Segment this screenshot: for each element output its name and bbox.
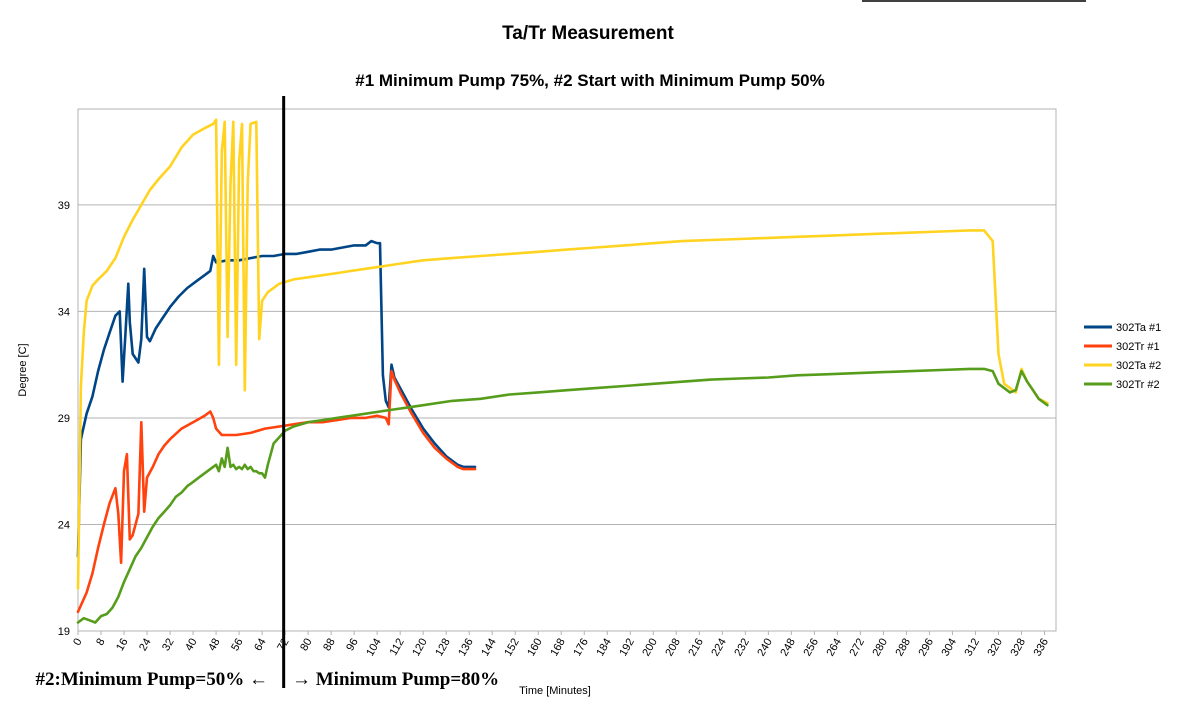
x-tick-label: 96 <box>344 637 361 654</box>
y-tick-label: 19 <box>58 626 70 638</box>
x-tick-label: 0 <box>71 637 84 648</box>
legend-label: 302Ta #1 <box>1116 322 1161 334</box>
x-tick-label: 56 <box>229 637 246 654</box>
chart-title: Ta/Tr Measurement <box>502 23 674 44</box>
annotation-left: #2:Minimum Pump=50% ← <box>36 669 269 690</box>
series-line-4 <box>76 367 1049 624</box>
y-tick-label: 39 <box>58 200 70 212</box>
x-tick-label: 80 <box>298 637 315 654</box>
x-tick-label: 64 <box>252 637 269 654</box>
x-tick-label: 32 <box>160 637 177 654</box>
x-tick-label: 16 <box>114 637 131 654</box>
y-tick-label: 29 <box>58 413 70 425</box>
x-tick-label: 8 <box>94 637 107 648</box>
legend-label: 302Tr #1 <box>1116 341 1160 353</box>
series-line-2 <box>76 369 477 614</box>
x-axis-label: Time [Minutes] <box>519 685 591 697</box>
x-tick-label: 40 <box>183 637 200 654</box>
grid <box>78 204 1056 632</box>
y-axis-label: Degree [C] <box>17 343 29 396</box>
series-line-3 <box>76 118 1049 590</box>
x-tick-label: 88 <box>321 637 338 654</box>
y-tick-label: 24 <box>58 519 70 531</box>
legend-label: 302Ta #2 <box>1116 360 1161 372</box>
x-axis-ticks: 0816243240485664728088961041121201281361… <box>71 631 1051 658</box>
legend: 302Ta #1 302Tr #1 302Ta #2 302Tr #2 <box>1084 322 1161 391</box>
chart-subtitle: #1 Minimum Pump 75%, #2 Start with Minim… <box>355 71 824 90</box>
y-axis-ticks: 19 24 29 34 39 <box>58 200 70 638</box>
y-tick-label: 34 <box>58 306 70 318</box>
annotation-right: → Minimum Pump=80% <box>292 669 499 690</box>
x-tick-label: 24 <box>137 637 154 654</box>
x-tick-label: 48 <box>206 637 223 654</box>
series-lines <box>76 118 1049 624</box>
legend-label: 302Tr #2 <box>1116 379 1160 391</box>
plot-area <box>77 108 1057 632</box>
